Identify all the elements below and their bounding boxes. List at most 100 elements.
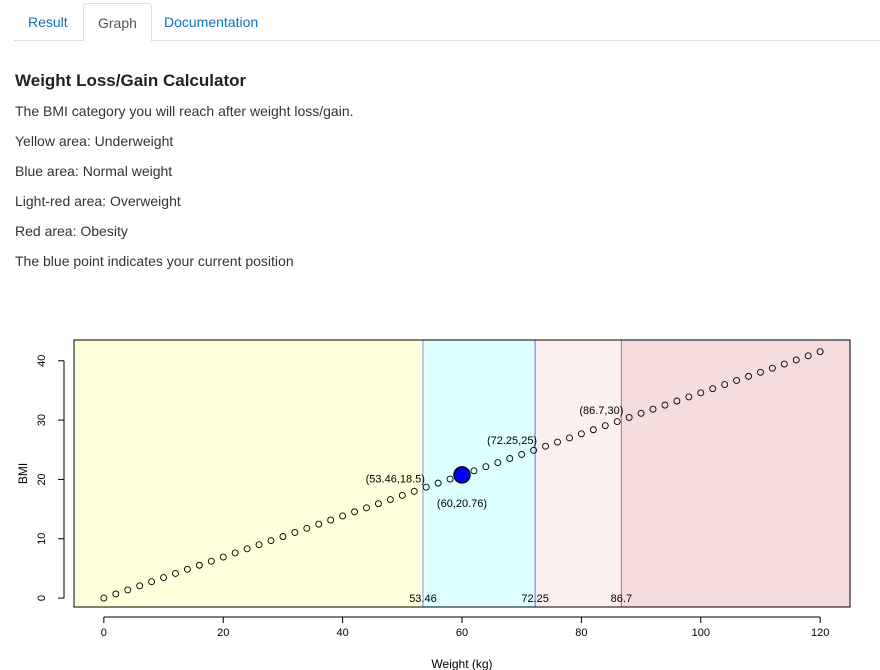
tab-bar: Result Graph Documentation	[14, 3, 880, 42]
data-point	[267, 537, 275, 545]
data-point	[637, 409, 645, 417]
data-point	[363, 504, 370, 512]
x-tick-label: 0	[101, 627, 107, 639]
data-point	[685, 393, 693, 401]
boundary-label: 86.7	[611, 593, 632, 605]
region-normal-weight	[422, 340, 536, 607]
x-tick-label: 60	[456, 627, 468, 639]
tab-documentation[interactable]: Documentation	[164, 14, 259, 30]
data-point	[506, 455, 514, 462]
data-point	[757, 368, 764, 376]
page-title: Weight Loss/Gain Calculator	[15, 71, 247, 90]
point-annotation: (60,20.76)	[437, 498, 487, 510]
data-point	[649, 405, 657, 413]
data-point	[721, 381, 729, 389]
data-point	[422, 483, 430, 491]
x-tick-label: 80	[575, 627, 587, 639]
data-point	[697, 389, 705, 397]
y-tick-label: 40	[36, 355, 48, 367]
x-tick-label: 40	[336, 627, 348, 639]
data-point	[386, 496, 394, 504]
tab-result[interactable]: Result	[28, 14, 68, 30]
data-point	[613, 418, 621, 425]
data-point	[219, 553, 227, 561]
data-point	[792, 356, 800, 364]
data-point	[589, 426, 597, 434]
data-point	[398, 491, 406, 499]
data-point	[530, 446, 538, 454]
data-point	[303, 524, 311, 532]
data-point	[100, 594, 108, 602]
x-tick-label: 120	[811, 627, 829, 639]
data-point	[518, 450, 526, 458]
y-tick-label: 20	[36, 473, 48, 485]
description-text: The BMI category you will reach after we…	[15, 103, 354, 119]
data-point	[577, 430, 585, 438]
legend-normal-text: Blue area: Normal weight	[15, 163, 173, 179]
point-annotation: (86.7,30)	[579, 405, 623, 417]
main-content: Weight Loss/Gain Calculator The BMI cate…	[15, 70, 855, 281]
data-point	[327, 516, 335, 524]
data-point	[351, 508, 359, 516]
data-point	[565, 434, 573, 442]
data-point	[482, 463, 490, 471]
data-point	[339, 512, 347, 520]
data-point	[183, 565, 191, 573]
data-point	[374, 500, 382, 508]
y-tick-label: 0	[36, 595, 48, 601]
boundary-label: 53.46	[409, 593, 437, 605]
data-point	[601, 422, 609, 430]
region-obesity	[621, 340, 850, 607]
data-point	[124, 586, 132, 594]
x-tick-label: 20	[217, 627, 229, 639]
y-axis-label: BMI	[16, 463, 30, 484]
point-annotation: (72.25,25)	[487, 435, 537, 447]
data-point	[446, 475, 454, 483]
data-point	[207, 557, 215, 565]
point-annotation: (53.46,18.5)	[366, 473, 425, 485]
plot-frame	[73, 339, 851, 608]
data-point	[172, 570, 179, 577]
data-point	[733, 377, 741, 384]
data-point	[625, 413, 633, 421]
tab-graph[interactable]: Graph	[83, 3, 152, 42]
data-point	[780, 360, 788, 368]
data-point	[136, 582, 144, 590]
data-point	[195, 561, 203, 569]
data-point	[494, 459, 502, 467]
data-point	[231, 549, 239, 557]
x-tick-label: 100	[692, 627, 710, 639]
bmi-chart: 0 20 40 60 80 100 120 0 10 20 30 40 Weight (kg) BMI 53…	[16, 339, 851, 670]
data-point	[148, 578, 156, 586]
data-point	[315, 520, 323, 528]
data-point	[804, 352, 812, 360]
data-point	[709, 385, 717, 393]
data-point	[160, 574, 167, 582]
region-overweight	[535, 340, 622, 607]
data-point	[768, 364, 776, 372]
legend-obesity-text: Red area: Obesity	[15, 223, 128, 239]
y-tick-label: 10	[36, 533, 48, 545]
current-position-point	[453, 466, 471, 484]
x-axis-label: Weight (kg)	[431, 657, 492, 670]
data-point	[542, 442, 550, 450]
data-point	[661, 401, 669, 409]
y-tick-label: 30	[36, 414, 48, 426]
legend-overweight-text: Light-red area: Overweight	[15, 193, 181, 209]
data-point	[673, 397, 681, 405]
data-point	[279, 533, 287, 540]
data-point	[745, 372, 752, 380]
data-point	[816, 348, 824, 356]
boundary-label: 72.25	[521, 593, 549, 605]
data-point	[291, 528, 299, 536]
data-point	[554, 438, 561, 446]
region-underweight	[74, 340, 423, 607]
data-point	[243, 545, 251, 553]
current-point-note: The blue point indicates your current po…	[15, 253, 294, 269]
data-point	[112, 590, 120, 598]
legend-underweight-text: Yellow area: Underweight	[15, 133, 174, 149]
data-point	[410, 487, 418, 495]
data-point	[255, 541, 263, 549]
data-point	[470, 467, 478, 475]
data-point	[434, 479, 442, 487]
